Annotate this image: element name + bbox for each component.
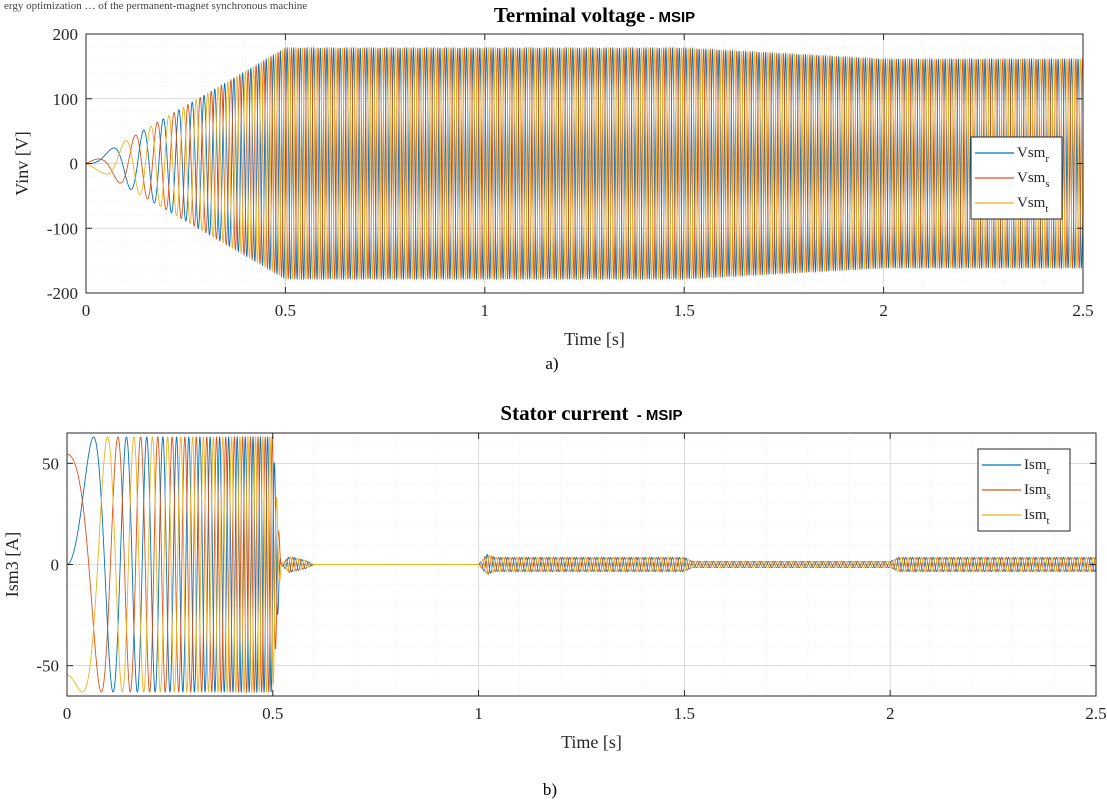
y-tick-label: 200 <box>53 25 79 44</box>
legend-label-r: Ismr <box>1024 457 1051 477</box>
legend-subscript: s <box>1047 490 1051 502</box>
x-tick-label: 0.5 <box>262 704 283 723</box>
x-axis-label: Time [s] <box>564 329 625 349</box>
x-tick-label: 2 <box>879 301 888 320</box>
series-ism-t <box>67 435 1096 694</box>
legend-name: Ism <box>1024 482 1047 498</box>
x-tick-label: 2.5 <box>1072 301 1093 320</box>
legend-subscript: r <box>1045 153 1049 165</box>
series-vsm-s <box>86 46 1083 281</box>
figure-caption: b) <box>543 780 557 799</box>
y-tick-label: 100 <box>53 90 79 109</box>
chart-terminal-voltage: 0 0.5 1 1.5 2 2.5 -200 -100 0 100 200 Terminal volt… <box>12 3 1094 373</box>
x-tick-label: 0.5 <box>275 301 296 320</box>
y-tick-label: 50 <box>42 454 59 473</box>
y-axis-label: Ism3 [A] <box>2 532 22 598</box>
chart-title: Stator current - MSIP <box>500 401 682 425</box>
x-tick-label: 2.5 <box>1085 704 1106 723</box>
title-subtitle: - MSIP <box>649 9 695 26</box>
title-main: Stator current <box>500 401 628 425</box>
legend-subscript: s <box>1045 178 1049 190</box>
legend-label-t: Ismt <box>1024 507 1050 527</box>
legend-name: Vsm <box>1017 170 1046 186</box>
legend-name: Ism <box>1024 457 1047 473</box>
legend-label-t: Vsmt <box>1017 195 1048 215</box>
x-tick-label: 2 <box>886 704 895 723</box>
legend-subscript: t <box>1045 203 1048 215</box>
x-tick-label: 1.5 <box>674 301 695 320</box>
title-subtitle: - MSIP <box>633 407 683 424</box>
legend-name: Vsm <box>1017 145 1046 161</box>
legend-label-s: Isms <box>1024 482 1051 502</box>
series-group <box>86 46 1083 281</box>
x-tick-label: 1 <box>474 704 483 723</box>
legend-label-s: Vsms <box>1017 170 1050 190</box>
legend-name: Ism <box>1024 507 1047 523</box>
title-main: Terminal voltage <box>494 3 645 27</box>
x-tick-label: 1.5 <box>674 704 695 723</box>
x-axis-label: Time [s] <box>561 732 622 752</box>
y-tick-label: 0 <box>51 556 60 575</box>
legend-subscript: r <box>1047 465 1051 477</box>
series-vsm-t <box>86 46 1083 281</box>
y-axis-label: Vinv [V] <box>12 131 32 195</box>
y-tick-label: -100 <box>47 219 78 238</box>
series-ism-s <box>67 435 1096 694</box>
chart-title: Terminal voltage - MSIP <box>494 3 695 27</box>
figure-caption: a) <box>545 354 558 373</box>
legend-subscript: t <box>1047 515 1050 527</box>
legend-label-r: Vsmr <box>1017 145 1049 165</box>
x-tick-label: 1 <box>481 301 490 320</box>
x-tick-label: 0 <box>63 704 72 723</box>
x-tick-label: 0 <box>82 301 91 320</box>
chart-stator-current: 0 0.5 1 1.5 2 2.5 -50 0 50 Stator current - MSIP T… <box>2 401 1107 799</box>
series-group <box>67 435 1096 694</box>
y-tick-label: -200 <box>47 284 78 303</box>
page-header-fragment: ergy optimization … of the permanent-mag… <box>4 0 308 12</box>
y-tick-label: 0 <box>70 155 79 174</box>
y-tick-label: -50 <box>36 657 59 676</box>
legend-name: Vsm <box>1017 195 1046 211</box>
